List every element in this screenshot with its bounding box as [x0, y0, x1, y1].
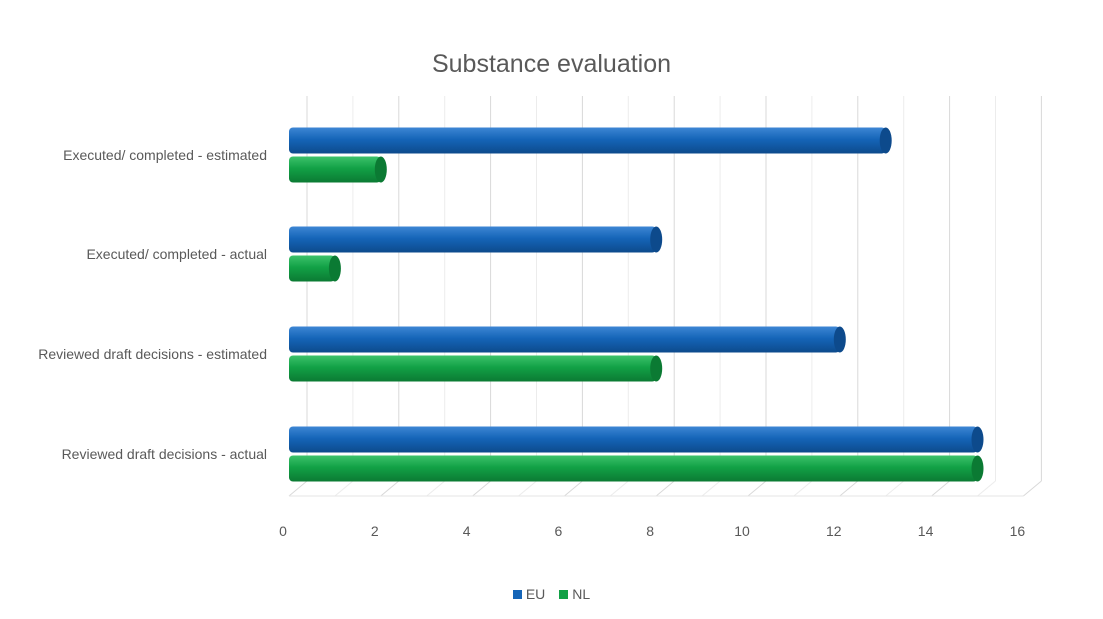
bar-cap	[971, 455, 984, 482]
y-category-label: Executed/ completed - actual	[86, 246, 267, 262]
bar-body	[289, 355, 657, 382]
x-tick-label: 4	[463, 523, 471, 539]
legend-label-eu: EU	[525, 586, 546, 602]
bar-eu[interactable]	[289, 127, 892, 154]
gridline-floor	[931, 480, 950, 497]
gridline-floor	[426, 480, 446, 497]
bar-nl[interactable]	[289, 455, 984, 482]
x-tick-label: 2	[371, 523, 379, 539]
bar-nl[interactable]	[289, 255, 341, 282]
x-tick-label: 14	[918, 523, 934, 539]
bar-nl[interactable]	[289, 156, 387, 183]
y-category-label: Reviewed draft decisions - estimated	[38, 346, 267, 362]
bar-nl[interactable]	[289, 355, 663, 382]
bars	[289, 127, 984, 482]
x-tick-label: 6	[555, 523, 563, 539]
bar-body	[289, 156, 381, 183]
bar-cap	[833, 326, 846, 353]
x-tick-label: 8	[646, 523, 654, 539]
bar-cap	[328, 255, 341, 282]
gridline-floor	[793, 480, 813, 497]
gridline-floor	[655, 480, 675, 497]
legend-label-nl: NL	[572, 586, 591, 602]
bar-cap	[650, 355, 663, 382]
chart-title: Substance evaluation	[431, 50, 672, 78]
bar-cap	[879, 127, 892, 154]
bar-body	[289, 127, 886, 154]
legend-swatch-nl	[559, 589, 569, 599]
bar-eu[interactable]	[289, 426, 984, 453]
gridline-floor	[701, 480, 721, 497]
y-category-label: Reviewed draft decisions - actual	[62, 446, 267, 462]
gridline-floor	[518, 480, 537, 497]
y-axis-categories: Reviewed draft decisions - actual Reviewe…	[38, 147, 267, 462]
bar-body	[289, 326, 840, 353]
bar-body	[289, 455, 978, 482]
x-tick-label: 12	[826, 523, 842, 539]
bar-cap	[971, 426, 984, 453]
bar-cap	[650, 226, 663, 253]
legend-item-nl[interactable]: NL	[559, 586, 590, 602]
gridline-floor	[380, 480, 400, 497]
bar-body	[289, 426, 978, 453]
bar-cap	[374, 156, 387, 183]
y-category-label: Executed/ completed - estimated	[63, 147, 267, 163]
bar-eu[interactable]	[289, 226, 663, 253]
gridline-floor	[564, 480, 583, 497]
bar-body	[289, 255, 335, 282]
gridline-floor	[1023, 480, 1042, 497]
gridline-floor	[472, 480, 491, 497]
gridline-floor	[839, 480, 859, 497]
x-tick-label: 10	[734, 523, 750, 539]
gridline-floor	[885, 480, 905, 497]
gridline-floor	[288, 480, 308, 497]
bar-eu[interactable]	[289, 326, 846, 353]
gridline-floor	[747, 480, 767, 497]
x-tick-label: 0	[279, 523, 287, 539]
gridline-floor	[334, 480, 354, 497]
legend-item-eu[interactable]: EU	[512, 586, 546, 602]
gridline-floor	[977, 480, 996, 497]
legend-swatch-eu	[512, 589, 522, 599]
gridline-floor	[609, 480, 629, 497]
x-tick-label: 16	[1010, 523, 1026, 539]
bar-body	[289, 226, 657, 253]
legend: EU NL	[0, 586, 1103, 602]
x-axis-ticks: 0 2 4 6 8 10 12 14 16	[279, 523, 1025, 539]
